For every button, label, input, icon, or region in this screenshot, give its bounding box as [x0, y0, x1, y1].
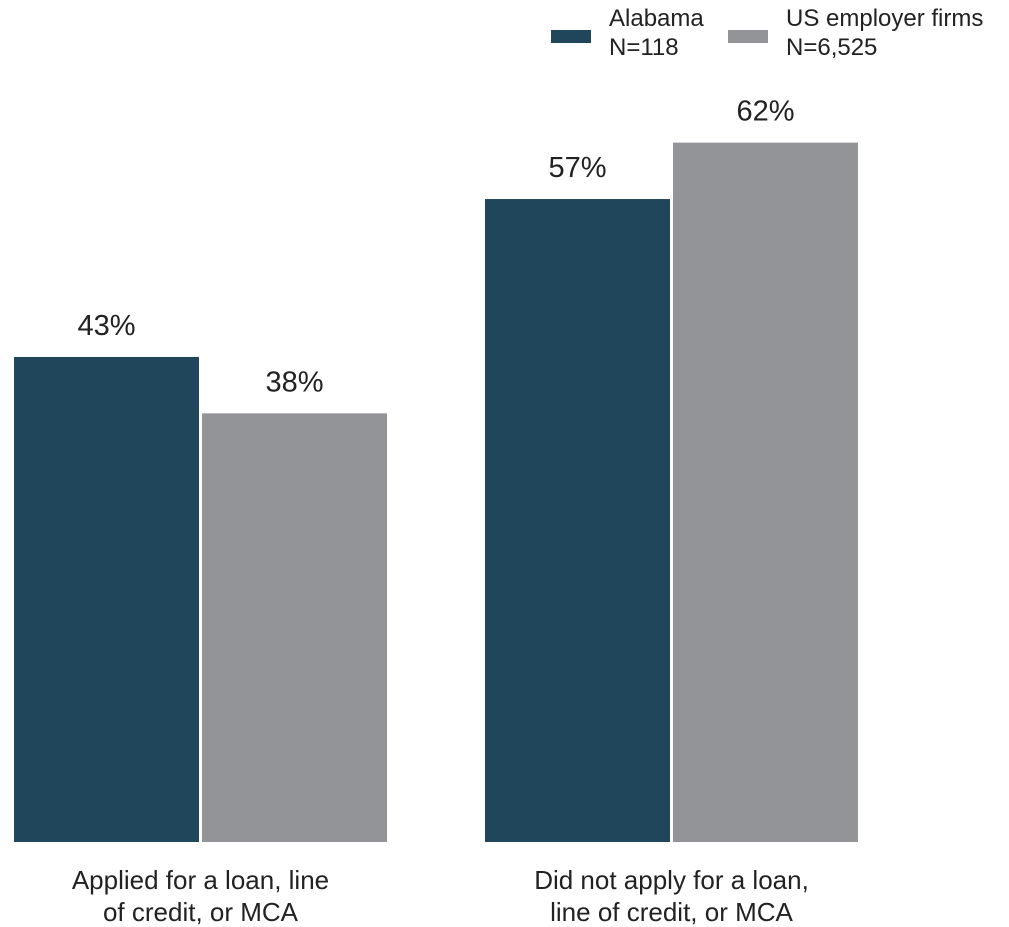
bar-alabama-0: [14, 356, 199, 842]
value-label: 62%: [736, 96, 794, 128]
value-label: 57%: [548, 152, 606, 184]
legend-series-name: Alabama: [609, 5, 704, 32]
category-label: line of credit, or MCA: [550, 897, 793, 927]
bar-alabama-1: [485, 199, 670, 843]
category-label: Applied for a loan, line: [72, 865, 329, 895]
legend-swatch: [551, 30, 591, 43]
value-labels: 43% 38% 57% 62%: [77, 96, 794, 399]
bar-us-employer-firms-0: [202, 413, 387, 842]
category-label: Did not apply for a loan,: [534, 865, 809, 895]
legend-sample-size: N=6,525: [786, 34, 877, 61]
value-label: 43%: [77, 310, 135, 342]
legend-series-name: US employer firms: [786, 5, 983, 32]
category-label: of credit, or MCA: [103, 897, 299, 927]
legend-swatch: [728, 30, 768, 43]
bars: [14, 142, 858, 843]
legend-sample-size: N=118: [609, 34, 679, 61]
bar-us-employer-firms-1: [673, 142, 858, 842]
value-label: 38%: [265, 366, 323, 398]
